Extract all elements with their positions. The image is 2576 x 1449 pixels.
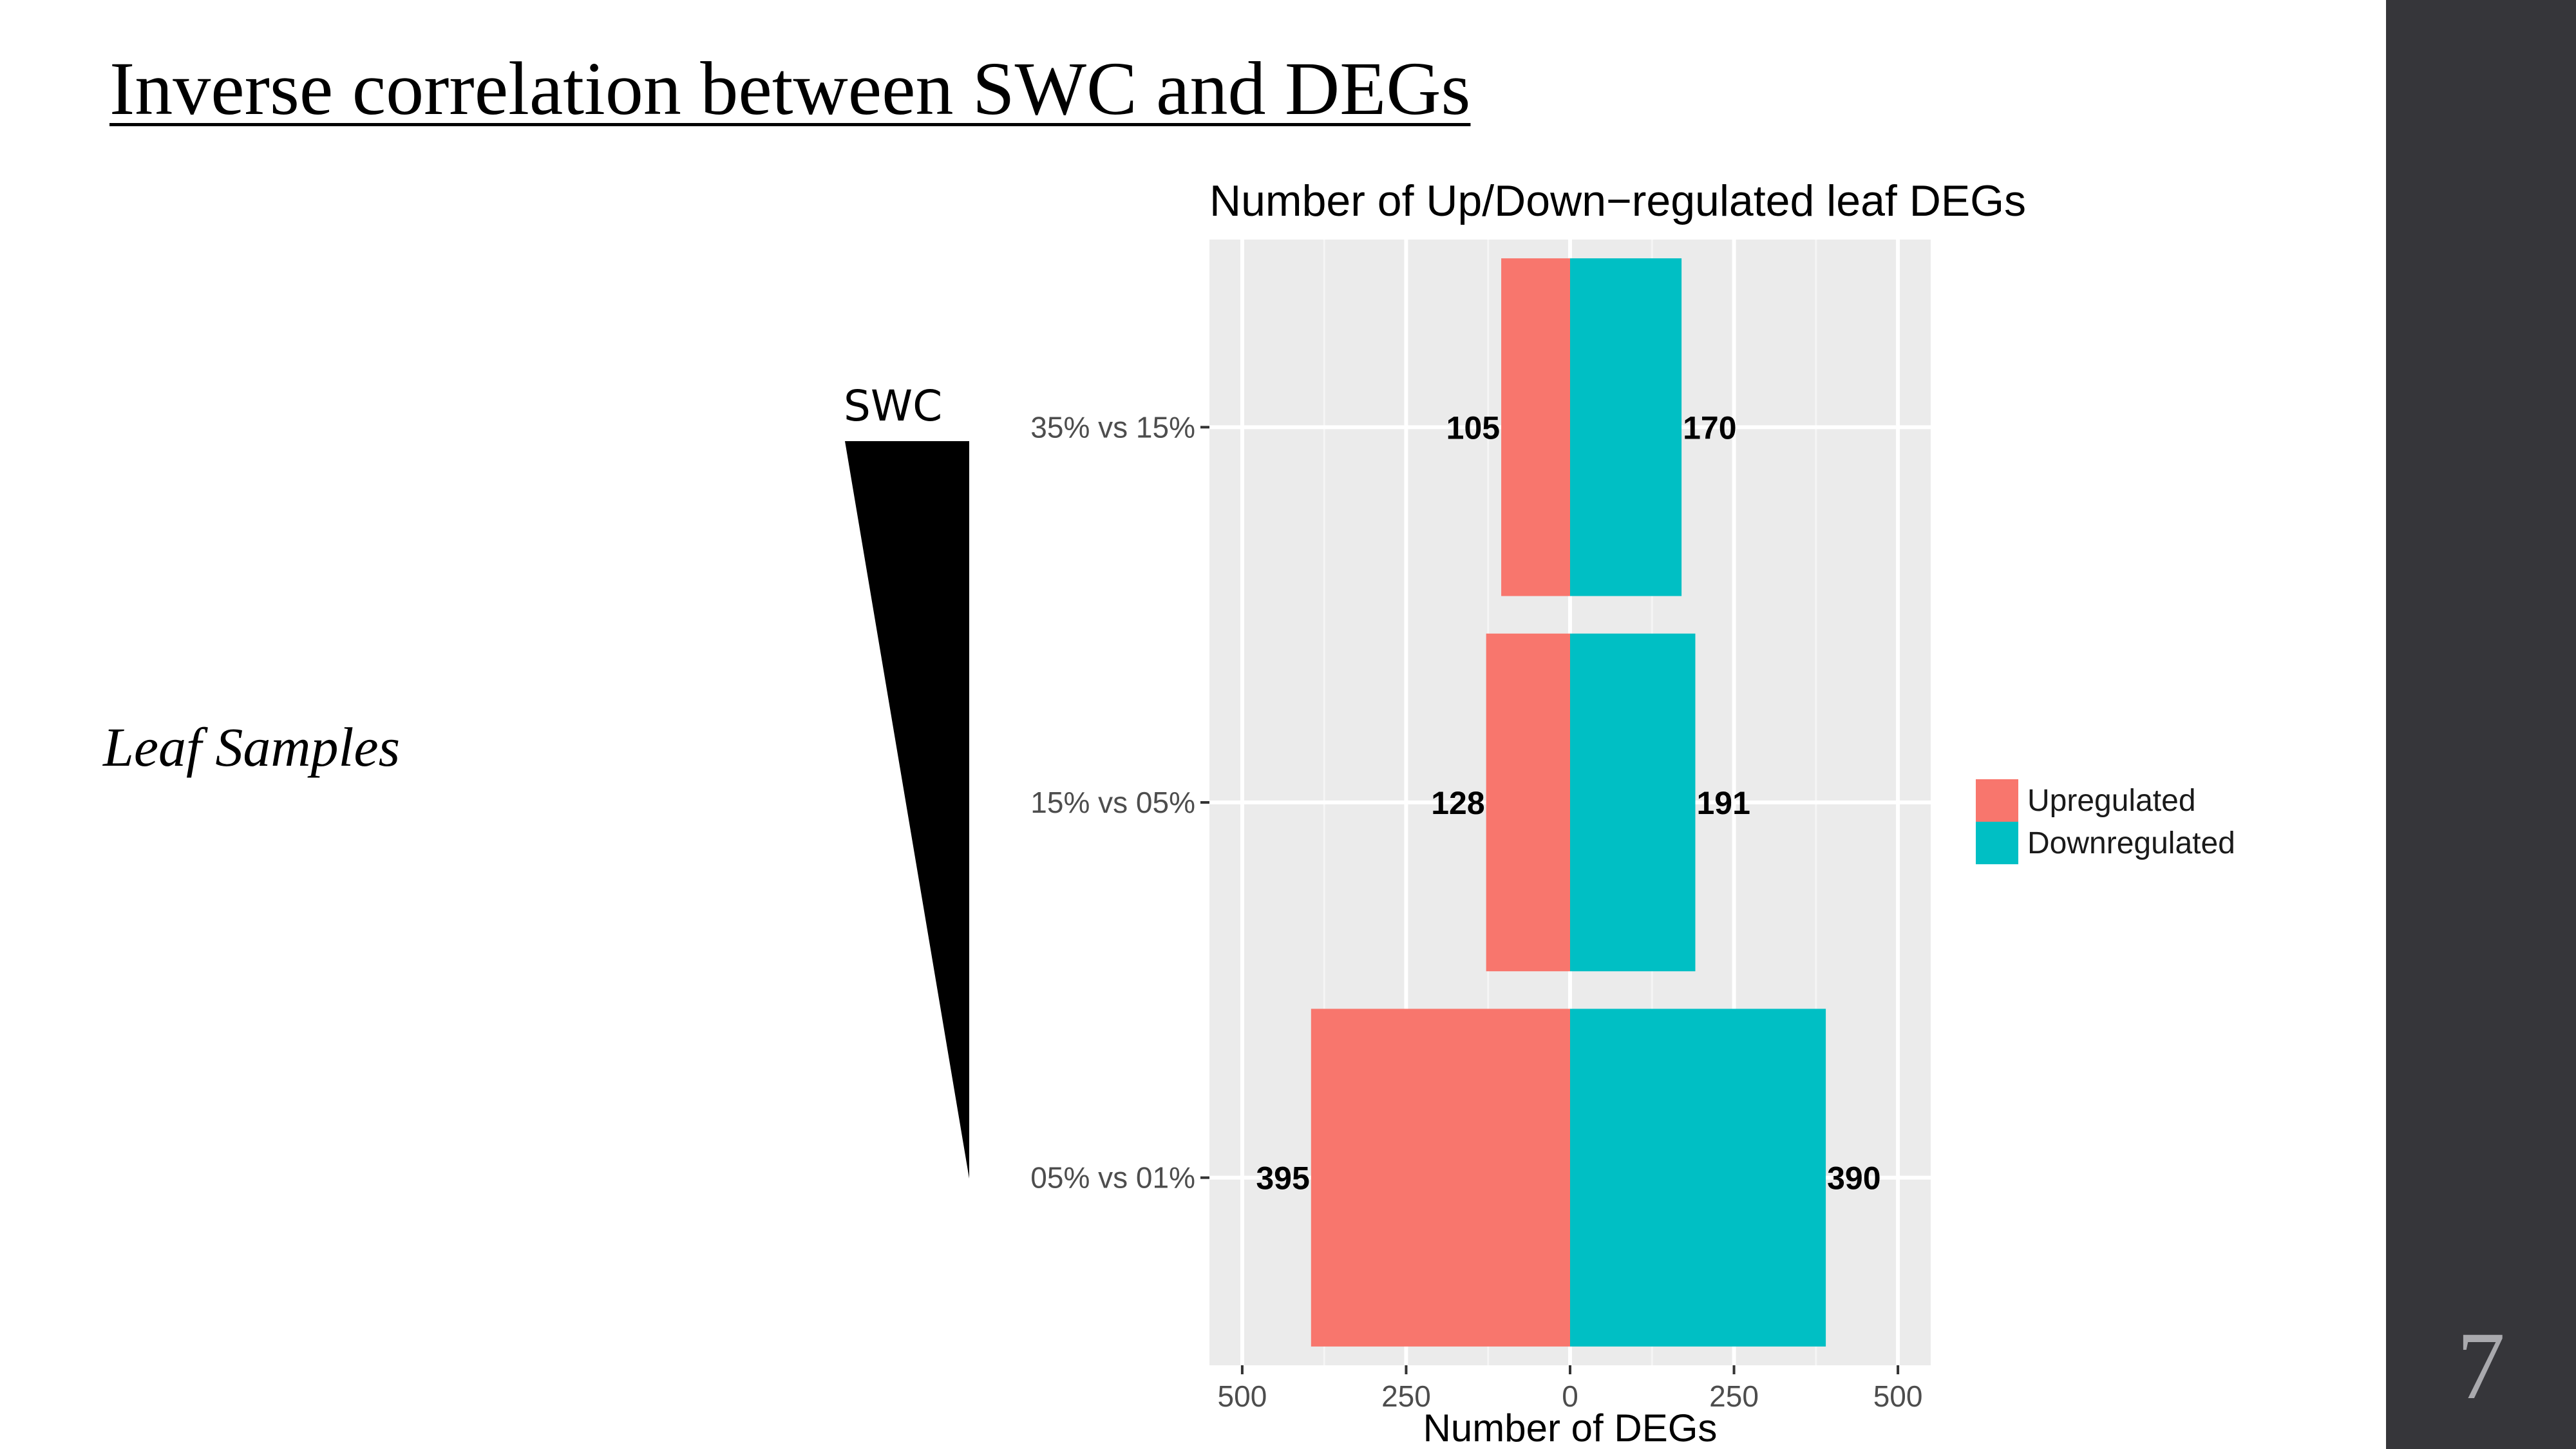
chart-title: Number of Up/Down−regulated leaf DEGs <box>1209 176 2026 225</box>
y-tick-label: 15% vs 05% <box>1030 786 1195 819</box>
bar-upregulated <box>1501 258 1570 596</box>
bar-upregulated <box>1486 633 1570 972</box>
data-label-upregulated: 395 <box>1256 1160 1309 1197</box>
x-tick-label: 250 <box>1381 1379 1431 1413</box>
slide-sidebar <box>2386 0 2576 1449</box>
legend-label-downregulated: Downregulated <box>2027 826 2235 860</box>
x-tick-label: 0 <box>1562 1379 1578 1413</box>
data-label-upregulated: 105 <box>1446 410 1500 446</box>
bar-downregulated <box>1570 1009 1826 1347</box>
leaf-samples-label: Leaf Samples <box>103 716 401 778</box>
x-tick-label: 500 <box>1873 1379 1923 1413</box>
data-label-upregulated: 128 <box>1431 785 1484 821</box>
data-label-downregulated: 170 <box>1683 410 1736 446</box>
legend-key-downregulated <box>1976 822 2018 864</box>
data-label-downregulated: 390 <box>1827 1160 1880 1197</box>
legend-label-upregulated: Upregulated <box>2027 784 2196 818</box>
swc-gradient-wedge <box>845 441 969 1179</box>
y-tick-label: 05% vs 01% <box>1030 1161 1195 1195</box>
bar-downregulated <box>1570 633 1696 972</box>
x-tick-label: 500 <box>1218 1379 1267 1413</box>
page-number: 7 <box>2457 1312 2505 1419</box>
x-axis-title: Number of DEGs <box>1423 1406 1718 1449</box>
y-tick-label: 35% vs 15% <box>1030 410 1195 444</box>
slide-title: Inverse correlation between SWC and DEGs <box>109 46 1471 131</box>
x-tick-label: 250 <box>1709 1379 1759 1413</box>
bar-upregulated <box>1311 1009 1570 1347</box>
legend-key-upregulated <box>1976 779 2018 822</box>
swc-label: SWC <box>844 381 943 431</box>
data-label-downregulated: 191 <box>1696 785 1750 821</box>
bar-downregulated <box>1570 258 1682 596</box>
